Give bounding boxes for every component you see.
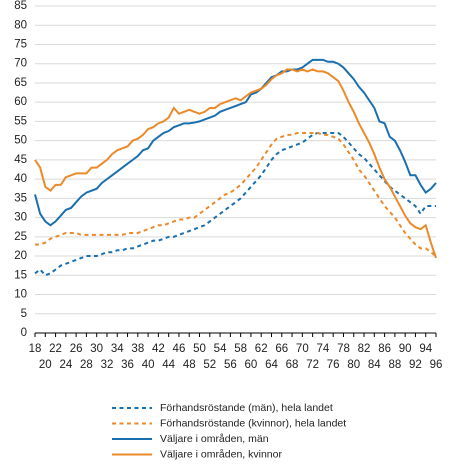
y-tick-label: 5 (21, 308, 27, 320)
y-tick-label: 40 (14, 173, 27, 185)
y-tick-label: 80 (14, 19, 27, 31)
x-tick-label: 66 (275, 343, 288, 355)
x-tick-label: 50 (193, 343, 206, 355)
x-tick-label: 96 (430, 359, 443, 371)
y-tick-label: 50 (14, 135, 27, 147)
legend: Förhandsröstande (män), hela landet Förha… (112, 402, 346, 460)
x-tick-label: 62 (255, 343, 268, 355)
x-tick-label: 24 (59, 359, 72, 371)
x-tick-label: 84 (368, 359, 381, 371)
y-tick-label: 55 (14, 115, 27, 127)
x-tick-label: 74 (316, 343, 329, 355)
y-tick-label: 75 (14, 39, 27, 51)
x-tick-label: 52 (203, 359, 216, 371)
x-tick-label: 70 (296, 343, 309, 355)
y-tick-label: 85 (14, 0, 27, 12)
x-tick-label: 78 (337, 343, 350, 355)
y-tick-label: 0 (21, 327, 27, 339)
y-tick-label: 10 (14, 289, 27, 301)
series-line (34, 58, 437, 227)
x-tick-label: 18 (29, 343, 42, 355)
y-tick-label: 35 (14, 192, 27, 204)
x-tick-label: 20 (39, 359, 52, 371)
x-tick-label: 90 (399, 343, 412, 355)
series-line (34, 68, 437, 259)
x-tick-label: 28 (80, 359, 93, 371)
y-tick-label: 20 (14, 250, 27, 262)
x-tick-label: 94 (419, 343, 432, 355)
x-tick-label: 64 (265, 359, 278, 371)
x-tick-label: 54 (214, 343, 227, 355)
x-tick-label: 88 (388, 359, 401, 371)
x-tick-label: 22 (49, 343, 62, 355)
series-line (34, 131, 436, 277)
y-tick-label: 60 (14, 96, 27, 108)
x-tick-label: 34 (111, 343, 124, 355)
x-tick-label: 56 (224, 359, 237, 371)
y-tick-label: 25 (14, 231, 27, 243)
y-tick-label: 30 (14, 212, 27, 224)
x-tick-label: 40 (142, 359, 155, 371)
x-tick-label: 30 (90, 343, 103, 355)
legend-label: Väljare i områden, män (160, 433, 269, 445)
x-tick-label: 42 (152, 343, 165, 355)
x-tick-label: 72 (306, 359, 319, 371)
x-tick-label: 76 (327, 359, 340, 371)
x-tick-label: 58 (234, 343, 247, 355)
legend-label: Förhandsröstande (män), hela landet (160, 402, 333, 414)
x-tick-label: 38 (131, 343, 144, 355)
x-tick-label: 82 (358, 343, 371, 355)
y-tick-label: 65 (14, 77, 27, 89)
x-tick-label: 60 (245, 359, 258, 371)
x-tick-label: 48 (183, 359, 196, 371)
x-tick-label: 26 (70, 343, 83, 355)
x-tick-label: 46 (173, 343, 186, 355)
x-tick-label: 80 (347, 359, 360, 371)
y-tick-label: 70 (14, 58, 27, 70)
legend-label: Väljare i områden, kvinnor (160, 448, 282, 460)
x-tick-label: 92 (409, 359, 422, 371)
y-tick-label: 15 (14, 269, 27, 281)
legend-label: Förhandsröstande (kvinnor), hela landet (160, 417, 346, 429)
series-line (35, 131, 437, 257)
x-tick-label: 32 (101, 359, 114, 371)
x-tick-label: 68 (286, 359, 299, 371)
x-tick-label: 86 (378, 343, 391, 355)
x-tick-label: 44 (162, 359, 175, 371)
y-tick-label: 45 (14, 154, 27, 166)
x-tick-label: 36 (121, 359, 134, 371)
